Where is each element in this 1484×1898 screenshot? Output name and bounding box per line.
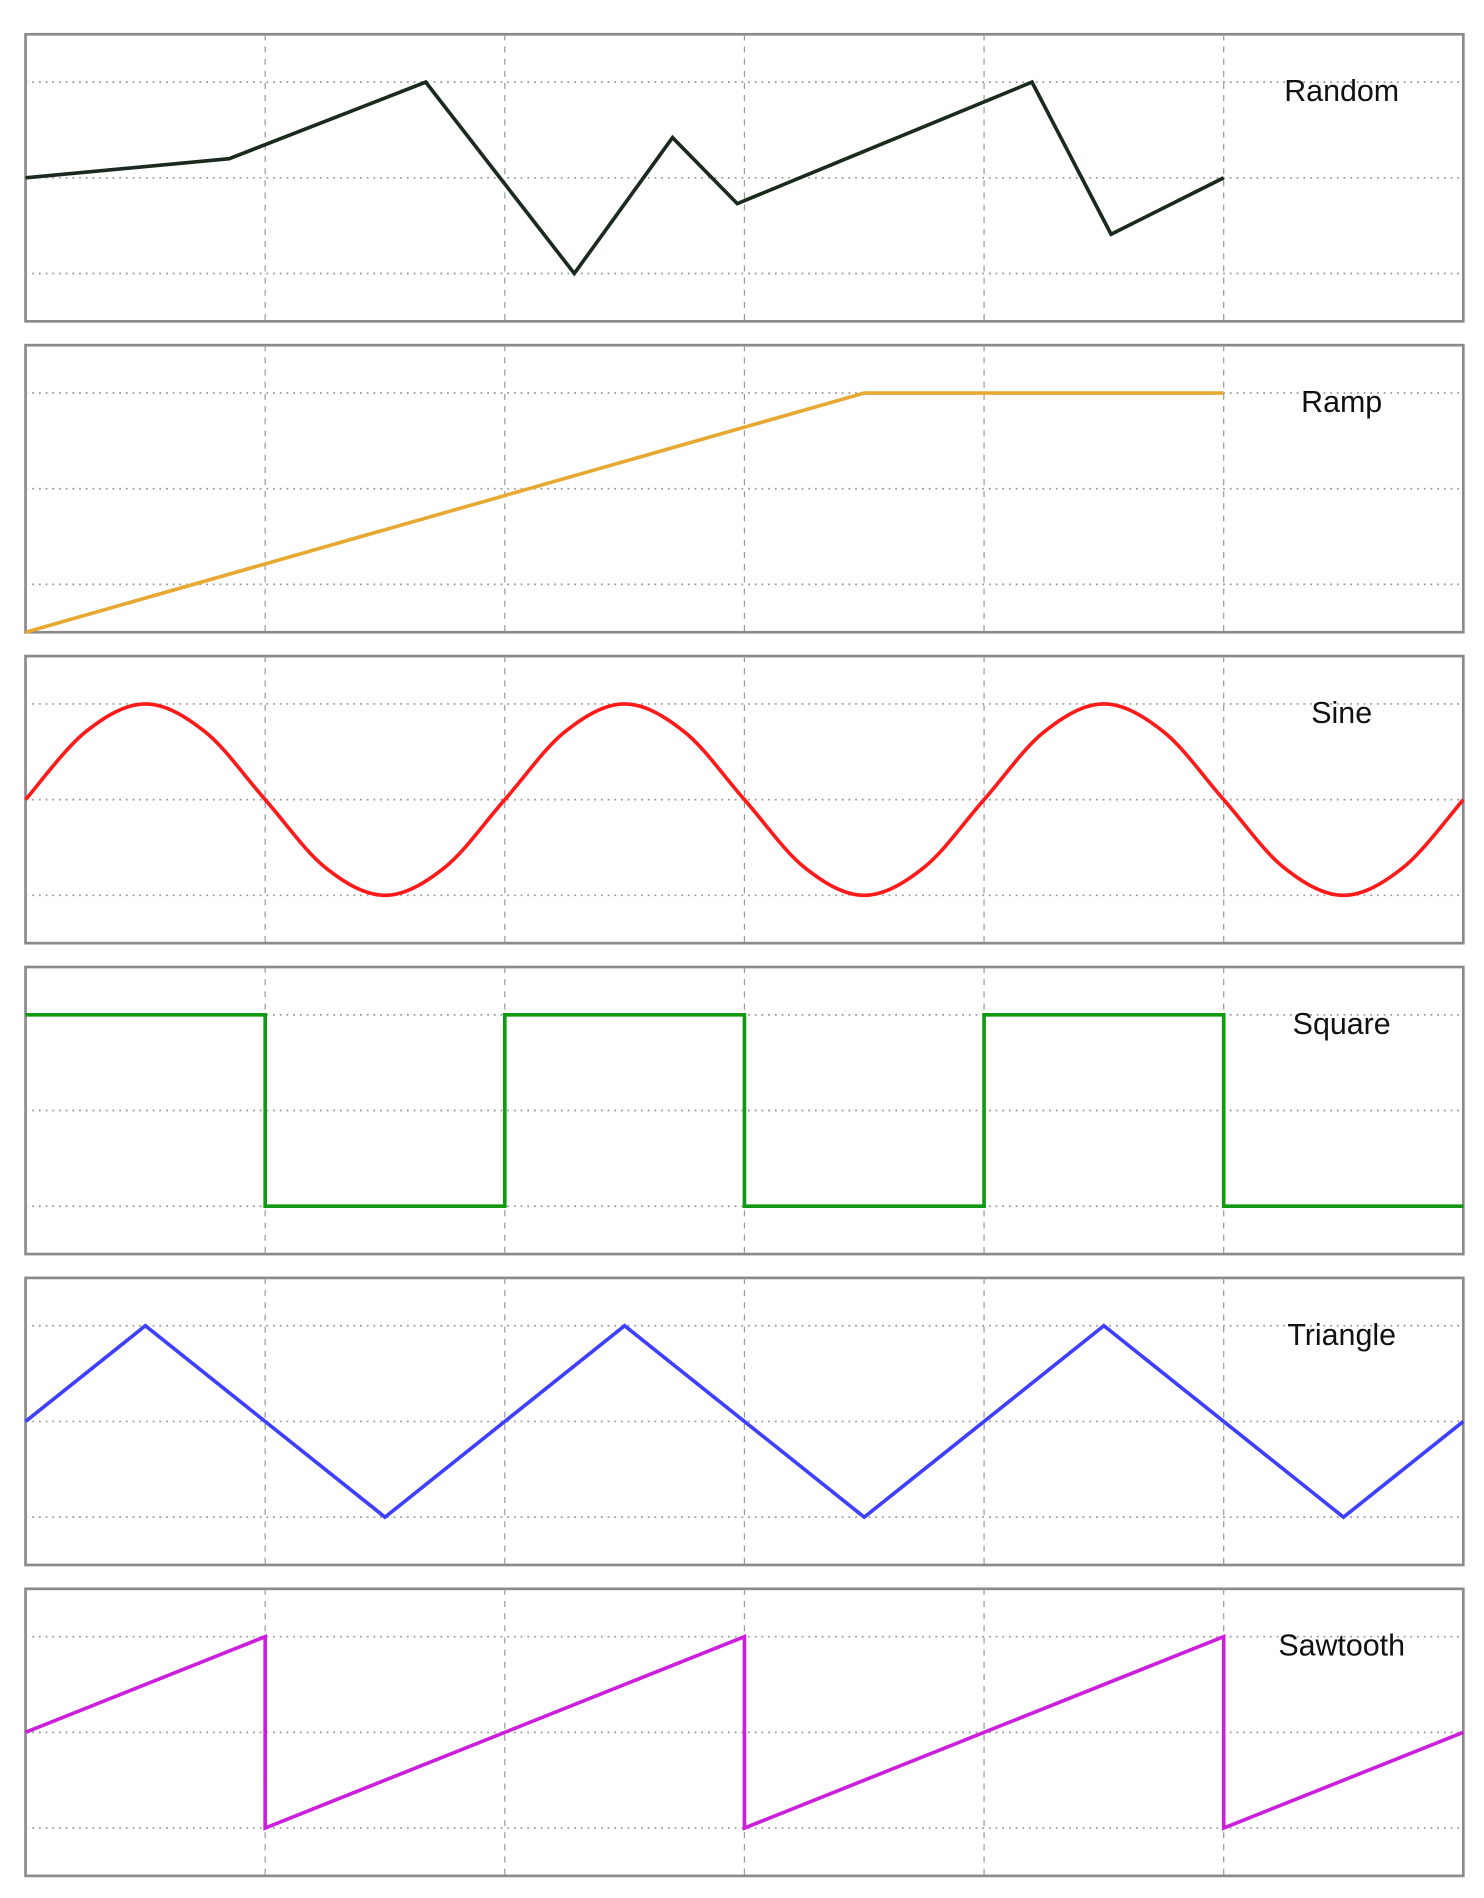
panel-triangle: Triangle	[24, 1276, 1465, 1567]
panel-square: Square	[24, 965, 1465, 1256]
panel-label-sawtooth: Sawtooth	[1278, 1629, 1405, 1663]
panel-label-square: Square	[1293, 1007, 1391, 1041]
panel-ramp: Ramp	[24, 343, 1465, 635]
panel-sine: Sine	[24, 654, 1465, 945]
panel-sawtooth: Sawtooth	[24, 1587, 1465, 1878]
panel-random: Random	[24, 32, 1465, 323]
series-sine-line	[24, 702, 1465, 898]
panel-label-triangle: Triangle	[1287, 1318, 1396, 1352]
panel-label-random: Random	[1284, 74, 1399, 108]
series-triangle-line	[24, 1323, 1465, 1520]
panel-label-sine: Sine	[1311, 696, 1372, 730]
series-sawtooth-line	[24, 1633, 1464, 1831]
series-ramp-line	[25, 391, 1224, 635]
series-square-line	[25, 1013, 1464, 1209]
series-random-line	[25, 79, 1225, 277]
panel-label-ramp: Ramp	[1301, 385, 1382, 419]
